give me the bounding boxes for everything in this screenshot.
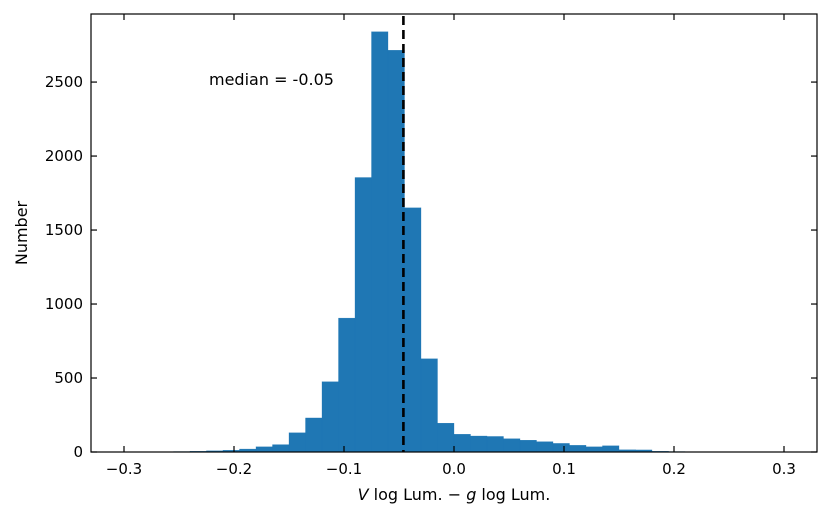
y-tick-label: 0 [73,443,83,461]
y-tick-label: 2000 [45,147,83,165]
x-tick-label: 0.1 [552,460,576,478]
histogram-bar [305,417,323,453]
x-axis-label-g: g [466,485,476,504]
histogram-bar [569,445,587,453]
histogram-bar [552,443,570,453]
histogram-bar [371,31,389,453]
histogram-bar [602,445,620,453]
x-tick-label: −0.2 [216,460,252,478]
y-tick-label: 1500 [45,221,83,239]
x-axis-label-v: V [358,485,370,504]
x-tick-label: −0.1 [326,460,362,478]
histogram-bar [272,444,290,453]
histogram-bar [519,440,537,453]
histogram-bar [354,177,372,453]
histogram-bar [420,358,438,453]
x-axis-label-tail: log Lum. [476,485,550,504]
histogram-bar [288,432,306,453]
histogram-bars [173,31,719,453]
y-axis-label: Number [12,200,31,265]
histogram-bar [387,50,405,453]
y-axis-ticks: 0 500 1000 1500 2000 2500 [45,73,817,461]
x-tick-label: 0.2 [662,460,686,478]
y-tick-label: 1000 [45,295,83,313]
x-tick-label: 0.3 [772,460,796,478]
x-axis-label: V log Lum. − g log Lum. [358,485,551,504]
histogram-bar [486,436,504,453]
histogram-bar [536,441,554,453]
histogram-bar [437,422,455,453]
histogram-bar [255,446,273,453]
x-tick-label: −0.3 [106,460,142,478]
histogram-bar [453,434,471,453]
plot-frame [90,13,818,453]
median-annotation: median = -0.05 [209,70,334,89]
histogram-bar [338,317,356,453]
x-tick-label: 0.0 [442,460,466,478]
x-axis-label-mid: log Lum. − [369,485,467,504]
histogram-bar [585,446,603,453]
y-tick-label: 2500 [45,73,83,91]
histogram-bar [470,435,488,453]
y-tick-label: 500 [54,369,83,387]
histogram-bar [404,207,422,453]
histogram-bar [503,438,521,453]
x-axis-ticks: −0.3 −0.2 −0.1 0.0 0.1 0.2 0.3 [106,14,796,478]
histogram-bar [321,381,339,453]
